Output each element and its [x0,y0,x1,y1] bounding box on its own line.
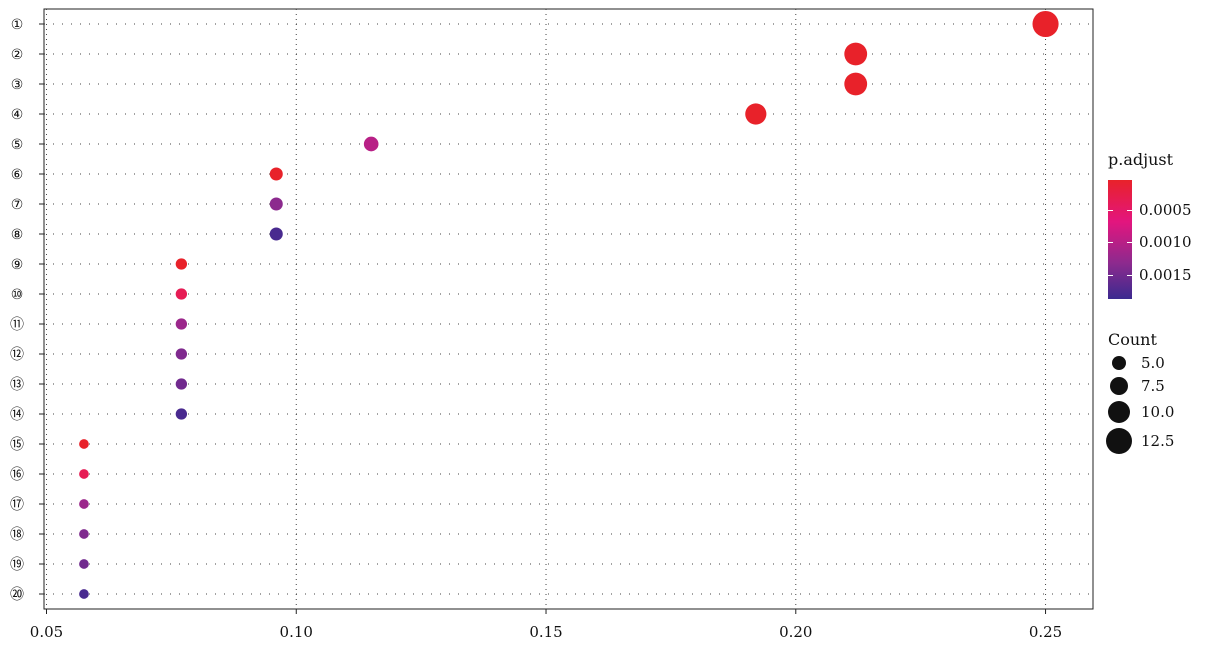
y-tick-label: ⑰ [10,497,24,513]
data-point [79,529,89,539]
data-point [175,258,188,270]
data-point [269,167,283,181]
size-key-5 [1112,356,1126,370]
data-points [79,10,1059,599]
data-point [175,348,188,360]
data-point [79,439,89,449]
data-point [79,589,89,599]
y-tick-label: ⑬ [10,377,24,393]
data-point [363,136,379,152]
size-key-12.5 [1106,428,1132,454]
data-point [79,469,89,479]
data-point [1032,10,1059,38]
x-tick-label: 0.15 [529,623,562,641]
data-point [745,103,767,125]
size-legend-label: 7.5 [1141,377,1165,395]
data-point [175,288,188,300]
data-point [844,42,868,66]
grid-lines [44,9,1093,609]
data-point [79,559,89,569]
x-tick-label: 0.20 [779,623,812,641]
color-bar [1108,180,1132,299]
y-tick-label: ⑱ [10,527,24,543]
size-legend-label: 10.0 [1141,403,1175,421]
x-axis-labels: 0.05 0.10 0.15 0.20 0.25 [30,609,1062,641]
x-tick-label: 0.05 [30,623,63,641]
y-tick-label: ⑧ [11,227,24,243]
size-key-7.5 [1110,377,1128,395]
size-key-10 [1108,401,1130,423]
size-legend-label: 5.0 [1141,354,1165,372]
x-tick-label: 0.25 [1029,623,1062,641]
x-tick-label: 0.10 [280,623,313,641]
y-tick-label: ④ [11,107,24,123]
y-tick-label: ⑩ [11,287,24,303]
y-tick-label: ⑫ [10,347,24,363]
y-tick-label: ② [11,47,24,63]
data-point [844,72,868,96]
y-axis-labels: ① ② ③ ④ ⑤ ⑥ ⑦ ⑧ ⑨ ⑩ ⑪ ⑫ ⑬ ⑭ ⑮ ⑯ ⑰ ⑱ ⑲ ⑳ [10,17,44,603]
y-tick-label: ⑯ [10,467,24,483]
y-tick-label: ⑲ [10,557,24,573]
data-point [79,499,89,509]
y-tick-label: ① [11,17,24,33]
size-legend-title: Count [1108,330,1157,349]
data-point [269,227,283,241]
y-tick-label: ⑥ [11,167,24,183]
y-tick-label: ⑨ [11,257,24,273]
data-point [175,318,188,330]
y-tick-label: ③ [11,77,24,93]
y-tick-label: ⑳ [10,587,24,603]
color-legend-tick: 0.0015 [1139,266,1192,284]
data-point [175,408,188,420]
y-tick-label: ⑪ [10,317,24,333]
y-tick-label: ⑤ [11,137,24,153]
y-tick-label: ⑭ [10,407,24,423]
data-point [175,378,188,390]
y-tick-label: ⑮ [10,437,24,453]
plot-panel [43,8,1094,610]
color-legend-tick: 0.0005 [1139,201,1192,219]
size-legend-keys [1106,356,1132,454]
data-point [269,197,283,211]
color-legend-title: p.adjust [1108,150,1174,169]
color-legend-tick: 0.0010 [1139,233,1192,251]
y-tick-label: ⑦ [11,197,24,213]
size-legend-label: 12.5 [1141,432,1175,450]
